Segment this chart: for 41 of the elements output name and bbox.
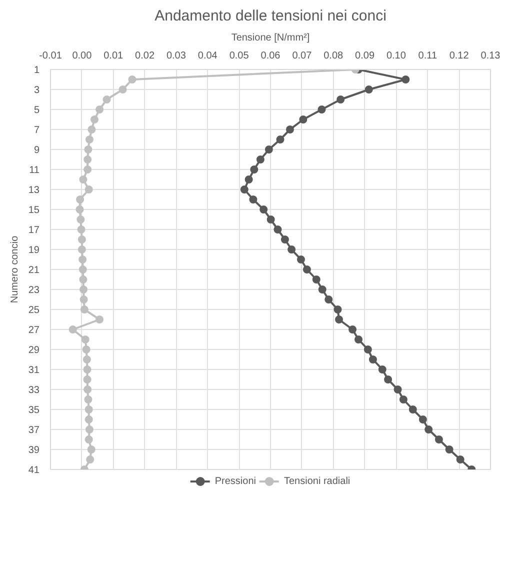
y-tick-label: 3 bbox=[34, 85, 40, 96]
x-tick-label: 0.04 bbox=[198, 50, 218, 62]
x-tick-label: 0.05 bbox=[229, 50, 250, 62]
x-tick-label: 0.09 bbox=[355, 50, 375, 62]
y-tick-label: 37 bbox=[28, 425, 40, 436]
y-tick-label: 13 bbox=[28, 185, 40, 196]
y-tick-label: 27 bbox=[28, 325, 40, 336]
y-tick-label: 1 bbox=[34, 65, 40, 76]
y-tick-label: 5 bbox=[34, 105, 40, 116]
legend-label: Tensioni radiali bbox=[284, 476, 350, 486]
y-tick-label: 31 bbox=[28, 365, 40, 376]
x-tick-label: 0.10 bbox=[386, 50, 406, 62]
x-tick-label: 0.02 bbox=[135, 50, 155, 62]
x-tick-label: 0.08 bbox=[324, 50, 344, 62]
chart-title: Andamento delle tensioni nei conci bbox=[154, 8, 386, 24]
y-tick-label: 35 bbox=[28, 405, 40, 416]
x-tick-label: 0.03 bbox=[166, 50, 186, 62]
y-tick-label: 21 bbox=[28, 265, 40, 276]
y-tick-label: 19 bbox=[28, 245, 40, 256]
y-tick-label: 17 bbox=[28, 225, 40, 236]
y-tick-label: 9 bbox=[34, 145, 40, 156]
legend-label: Pressioni bbox=[214, 476, 256, 486]
y-tick-label: 33 bbox=[28, 385, 40, 396]
y-tick-label: 29 bbox=[28, 345, 40, 356]
y-tick-label: 41 bbox=[28, 465, 40, 476]
y-tick-label: 7 bbox=[34, 125, 40, 136]
y-tick-label: 11 bbox=[29, 165, 40, 176]
x-tick-label: 0.13 bbox=[480, 50, 501, 62]
y-tick-label: 23 bbox=[28, 285, 40, 296]
x-tick-label: 0.01 bbox=[104, 50, 124, 62]
x-tick-label: 0.06 bbox=[260, 50, 281, 62]
y-tick-label: 39 bbox=[28, 445, 40, 456]
x-axis-title: Tensione [N/mm²] bbox=[231, 32, 310, 44]
x-tick-label: 0.12 bbox=[449, 50, 470, 62]
y-tick-label: 25 bbox=[28, 305, 40, 316]
x-tick-label: 0.11 bbox=[418, 50, 438, 62]
y-tick-label: 15 bbox=[28, 205, 40, 216]
x-tick-label: 0.07 bbox=[292, 50, 312, 62]
y-axis-title: Numero concio bbox=[9, 235, 20, 304]
x-tick-label: 0.00 bbox=[72, 50, 92, 62]
x-tick-label: -0.01 bbox=[39, 50, 62, 62]
